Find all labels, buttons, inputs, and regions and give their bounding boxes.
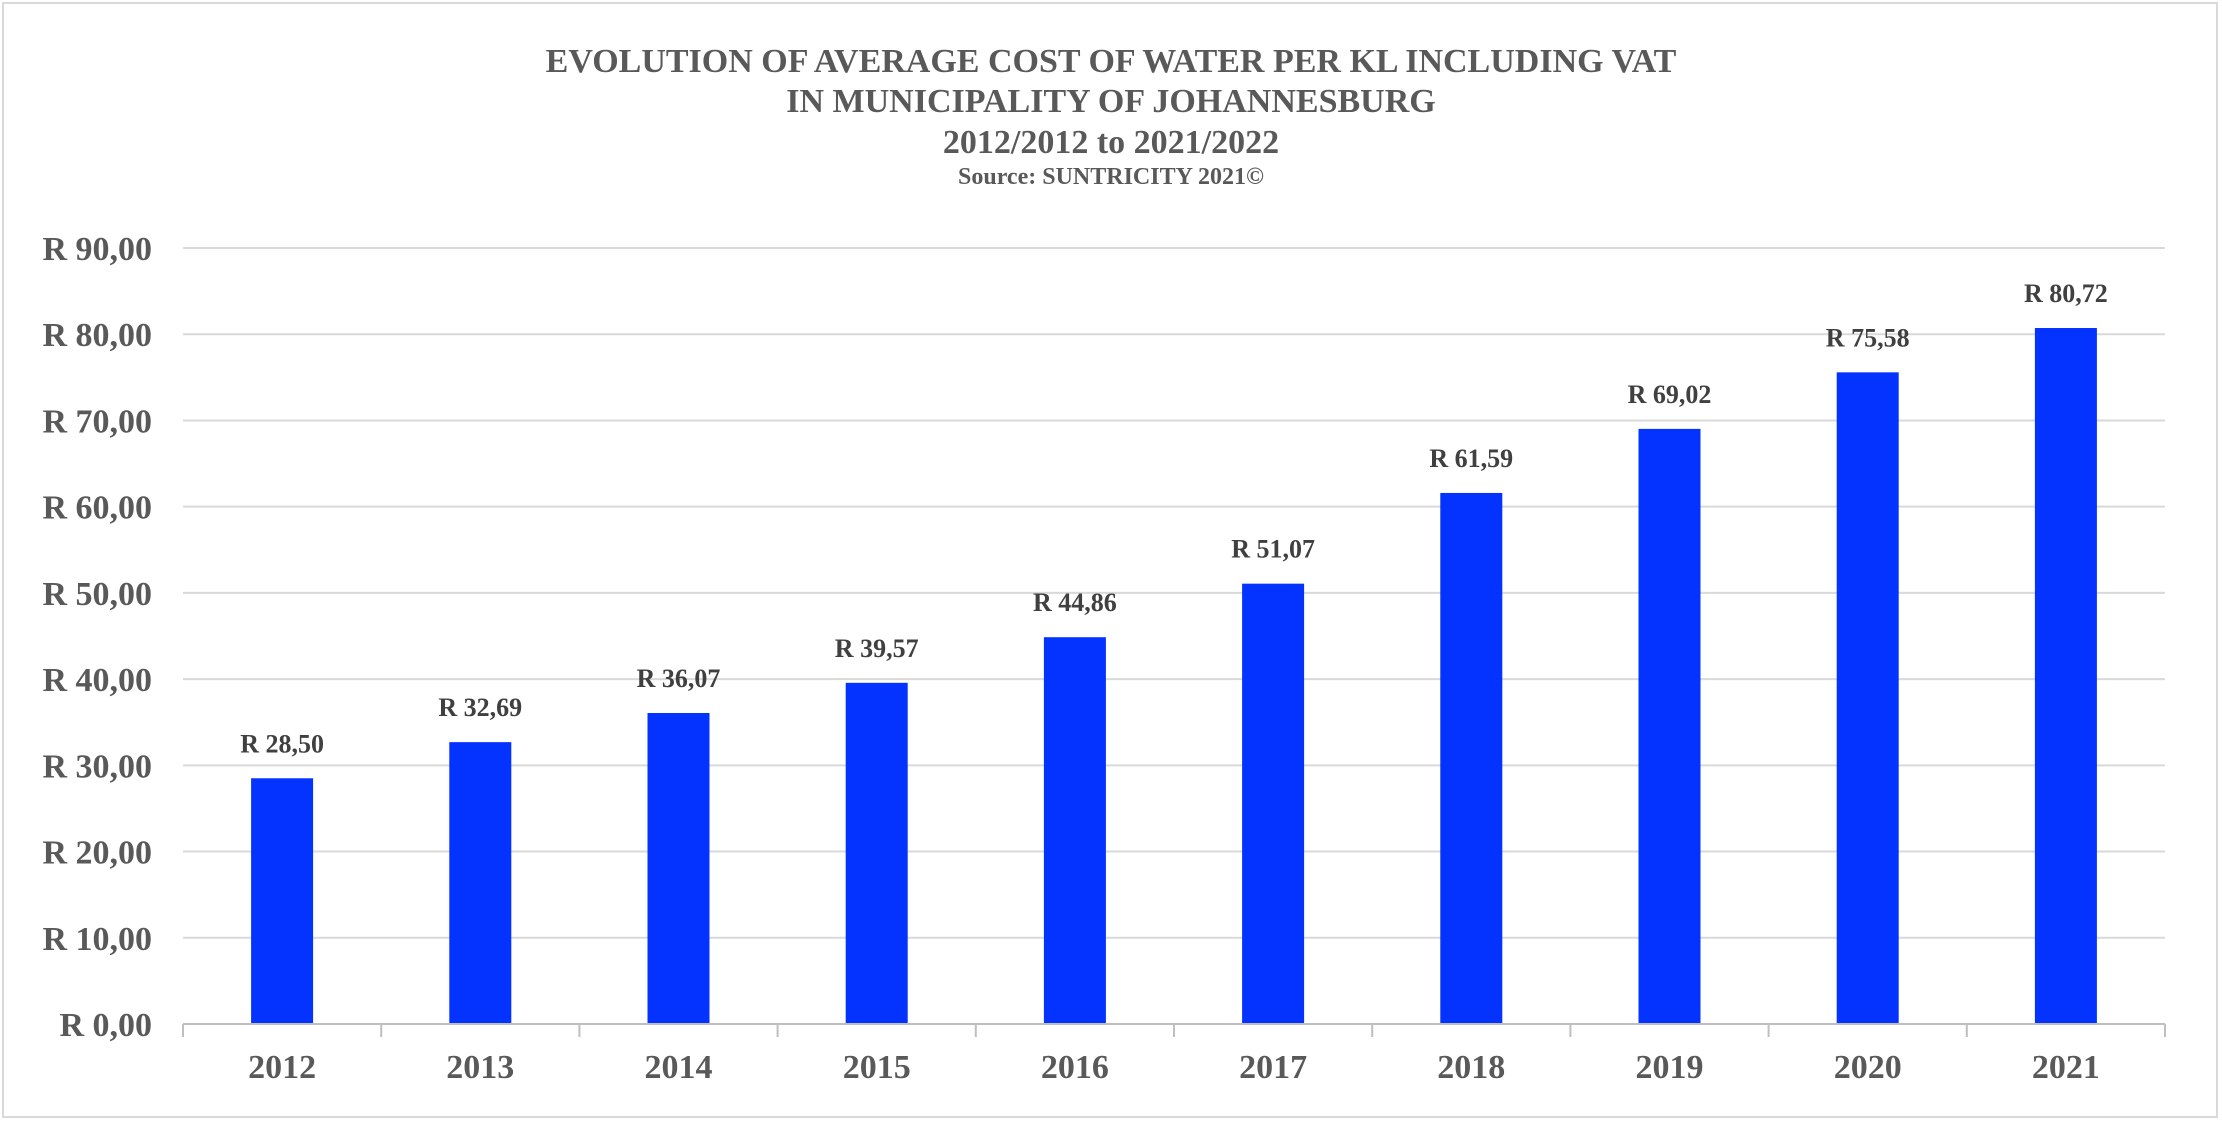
data-label: R 28,50 (240, 729, 324, 758)
y-tick-label: R 10,00 (42, 921, 152, 958)
y-tick-label: R 40,00 (42, 662, 152, 699)
x-tick-label: 2017 (1239, 1049, 1307, 1086)
x-axis-ticks: 2012 2013 2014 2015 2016 2017 2018 2019 2020 2021 (248, 1049, 2100, 1086)
bar (1638, 428, 1701, 1024)
x-tick-label: 2015 (843, 1049, 911, 1086)
bar (647, 712, 710, 1024)
y-tick-label: R 20,00 (42, 835, 152, 872)
title-line-2: IN MUNICIPALITY OF JOHANNESBURG (786, 83, 1436, 120)
data-label: R 44,86 (1033, 588, 1117, 617)
data-label: R 75,58 (1826, 323, 1910, 352)
bar (1836, 372, 1899, 1024)
data-label: R 69,02 (1628, 380, 1712, 409)
bar (845, 682, 908, 1024)
bar (1242, 583, 1305, 1024)
bar (251, 778, 314, 1024)
x-tick-label: 2019 (1636, 1049, 1704, 1086)
x-tick-label: 2013 (446, 1049, 514, 1086)
y-tick-label: R 30,00 (42, 748, 152, 785)
data-label: R 39,57 (835, 634, 919, 663)
x-tick-label: 2014 (645, 1049, 713, 1086)
x-tick-label: 2012 (248, 1049, 316, 1086)
bar (449, 742, 512, 1024)
y-tick-label: R 70,00 (42, 403, 152, 440)
y-tick-label: R 90,00 (42, 231, 152, 268)
data-label: R 80,72 (2024, 279, 2108, 308)
data-label: R 36,07 (637, 664, 721, 693)
chart-title: EVOLUTION OF AVERAGE COST OF WATER PER K… (546, 43, 1677, 190)
bars (251, 328, 2097, 1024)
y-tick-label: R 0,00 (59, 1007, 152, 1044)
data-label: R 61,59 (1429, 444, 1513, 473)
x-tick-label: 2020 (1834, 1049, 1902, 1086)
data-labels: R 28,50 R 32,69 R 36,07 R 39,57 R 44,86 R 51,… (240, 279, 2108, 758)
y-tick-label: R 50,00 (42, 576, 152, 613)
bar (1440, 492, 1503, 1024)
y-tick-label: R 60,00 (42, 490, 152, 527)
bar (2034, 328, 2097, 1024)
x-tick-label: 2018 (1437, 1049, 1505, 1086)
title-line-1: EVOLUTION OF AVERAGE COST OF WATER PER K… (546, 43, 1677, 80)
bar (1043, 637, 1106, 1024)
x-tick-label: 2016 (1041, 1049, 1109, 1086)
title-line-3: 2012/2012 to 2021/2022 (943, 124, 1279, 161)
data-label: R 32,69 (438, 693, 522, 722)
x-tick-label: 2021 (2032, 1049, 2100, 1086)
chart-subtitle: Source: SUNTRICITY 2021© (958, 164, 1264, 190)
x-axis (182, 1023, 2166, 1037)
data-label: R 51,07 (1231, 535, 1315, 564)
gridlines (183, 247, 2165, 939)
y-axis-ticks: R 0,00 R 10,00 R 20,00 R 30,00 R 40,00 R 50,0… (42, 231, 152, 1044)
y-tick-label: R 80,00 (42, 317, 152, 354)
